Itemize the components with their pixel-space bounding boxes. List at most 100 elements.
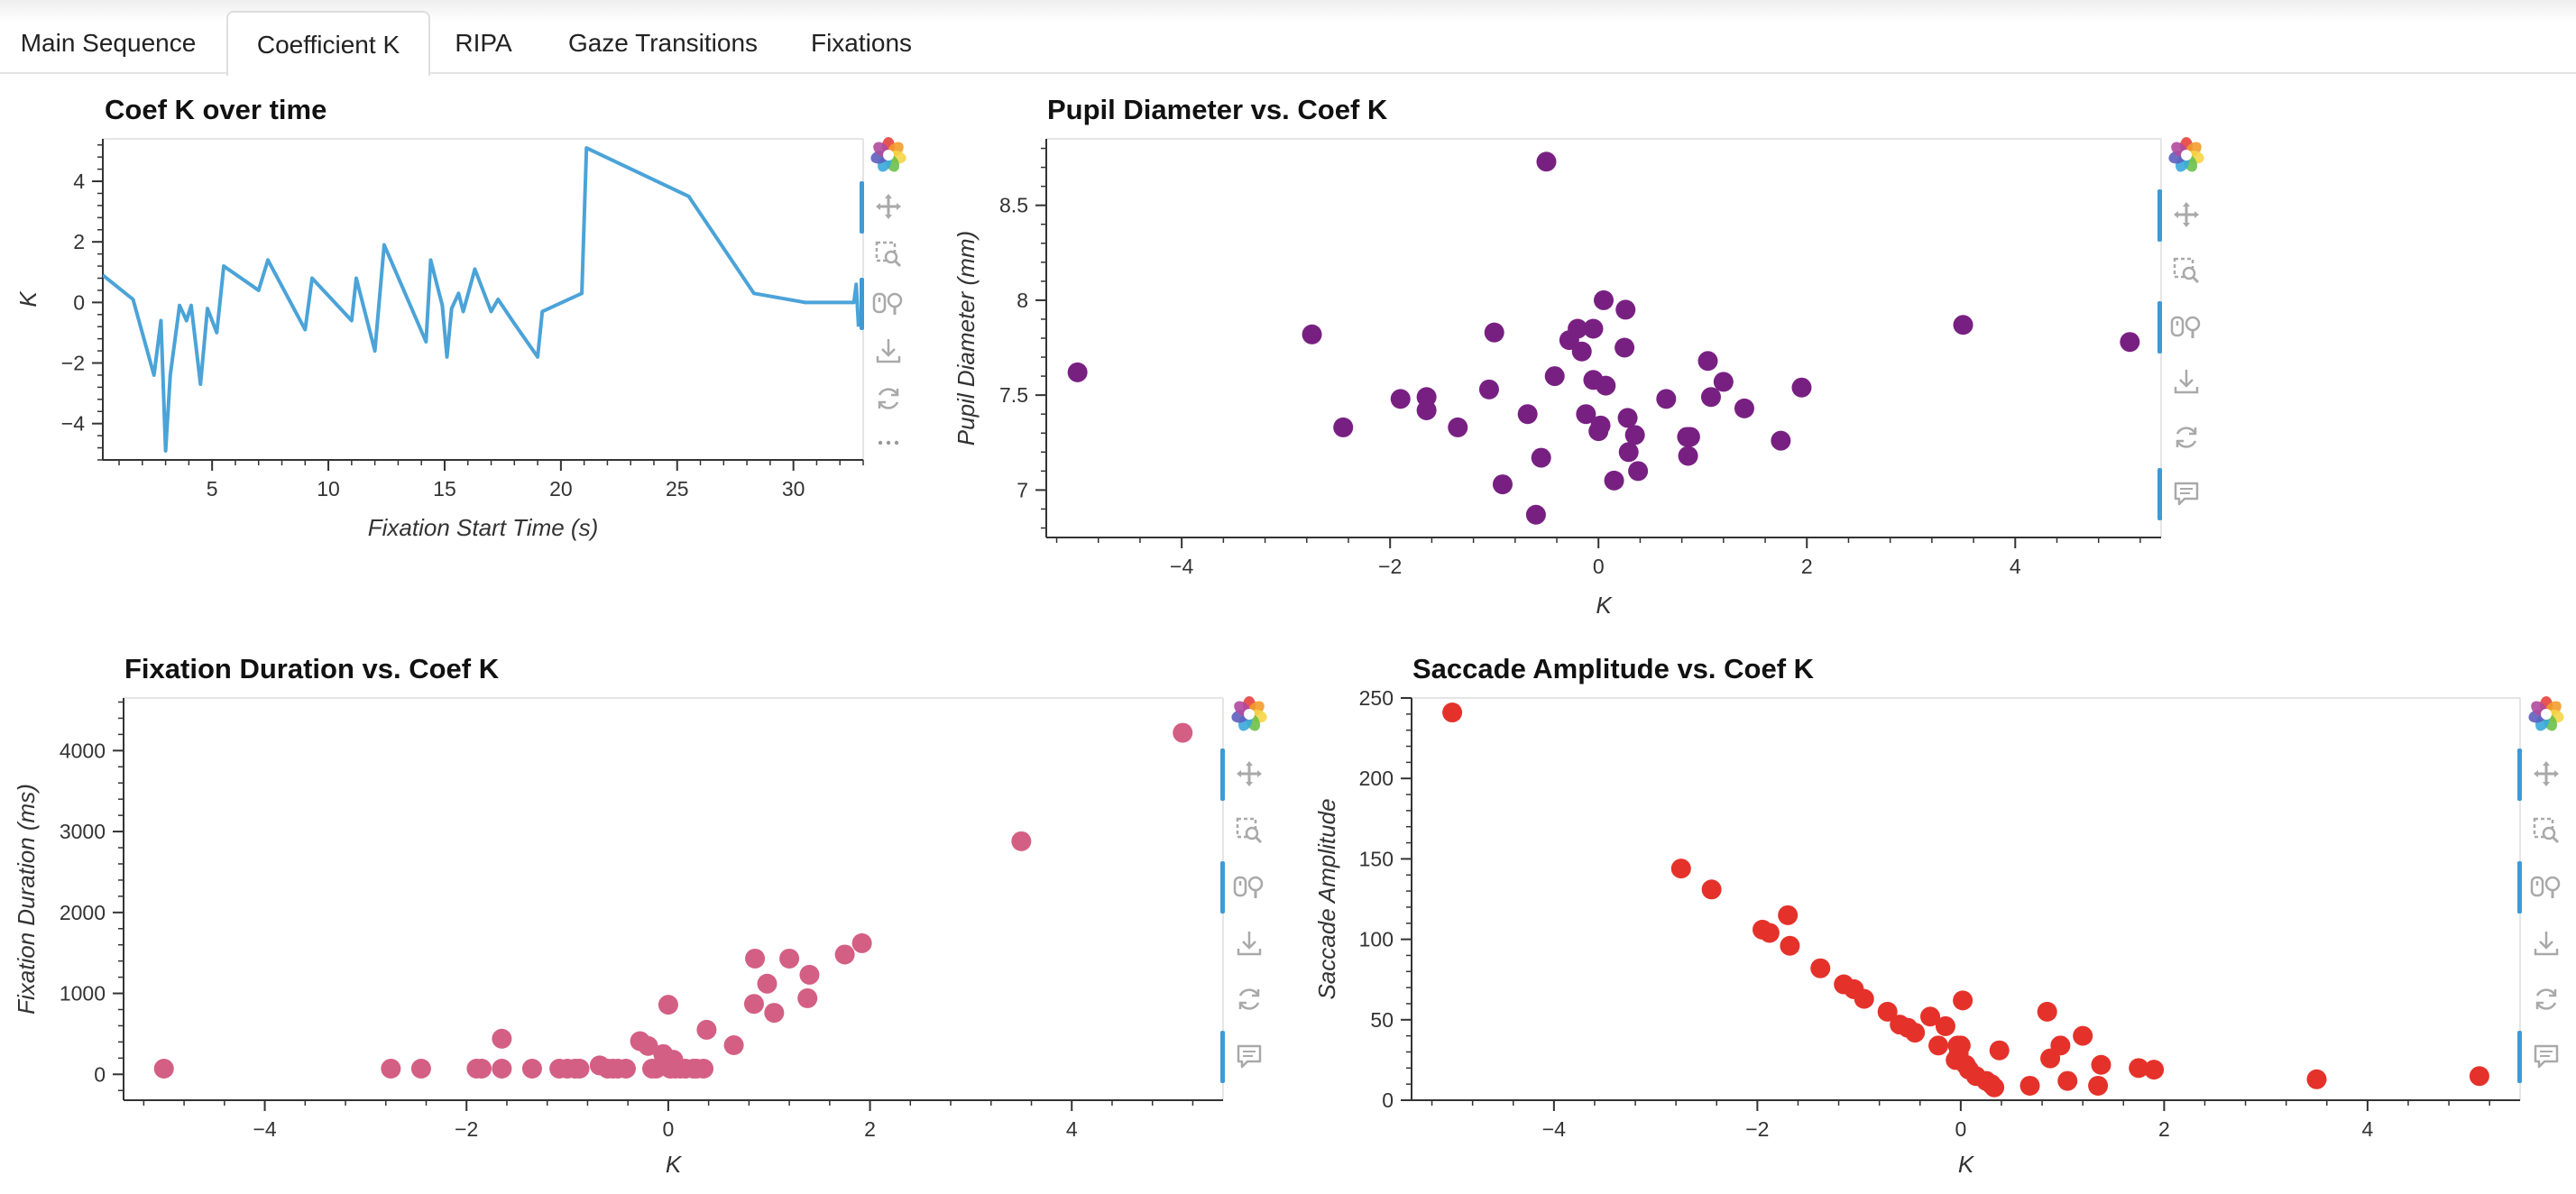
data-point xyxy=(2144,1060,2165,1080)
bokeh-logo-tool[interactable] xyxy=(2524,694,2569,734)
data-point xyxy=(492,1028,512,1049)
bokeh-logo-tool[interactable] xyxy=(2164,135,2209,175)
save-tool[interactable] xyxy=(2164,362,2209,401)
pan-tool[interactable] xyxy=(2517,749,2569,802)
save-icon xyxy=(1237,931,1262,956)
reset-tool[interactable] xyxy=(2164,418,2209,457)
chart-title: Coef K over time xyxy=(105,94,327,125)
save-tool[interactable] xyxy=(2524,923,2569,963)
data-point xyxy=(1791,377,1812,398)
data-point xyxy=(1333,417,1354,437)
y-tick-label: 0 xyxy=(73,290,85,314)
reset-tool[interactable] xyxy=(1227,979,1272,1019)
data-point xyxy=(743,994,764,1015)
data-point xyxy=(1905,1023,1926,1043)
save-icon xyxy=(2534,931,2559,956)
data-point xyxy=(1678,445,1698,466)
data-point xyxy=(1697,351,1718,372)
box-zoom-tool[interactable] xyxy=(866,234,911,274)
reset-icon xyxy=(1238,988,1260,1010)
y-axis-label: Fixation Duration (ms) xyxy=(13,784,40,1015)
pan-tool[interactable] xyxy=(2157,188,2209,242)
bokeh-logo-tool[interactable] xyxy=(1227,694,1272,734)
data-point xyxy=(1615,337,1635,358)
data-point xyxy=(696,1019,717,1040)
data-point xyxy=(1854,988,1874,1009)
data-point xyxy=(1604,470,1624,491)
reset-tool[interactable] xyxy=(866,379,911,418)
save-tool[interactable] xyxy=(1227,923,1272,963)
hover-icon xyxy=(1237,1044,1262,1069)
hover-tool[interactable] xyxy=(2517,1030,2569,1083)
tab-bar: Main Sequence Coefficient K RIPA Gaze Tr… xyxy=(0,11,2576,76)
data-point xyxy=(2091,1054,2111,1075)
tab-gaze-transitions[interactable]: Gaze Transitions xyxy=(567,29,759,57)
x-tick-label: 2 xyxy=(864,1117,876,1141)
data-point xyxy=(1571,341,1592,362)
data-point xyxy=(1615,299,1636,320)
reset-tool[interactable] xyxy=(2524,979,2569,1019)
tab-ripa[interactable]: RIPA xyxy=(455,29,512,57)
x-tick-label: 30 xyxy=(782,477,805,501)
data-point xyxy=(779,948,800,969)
box-zoom-tool[interactable] xyxy=(1227,811,1272,850)
x-tick-label: 10 xyxy=(317,477,340,501)
wheel-zoom-tool[interactable] xyxy=(860,277,911,330)
box-zoom-tool[interactable] xyxy=(2164,251,2209,290)
data-point xyxy=(1670,859,1691,879)
x-axis-label: Fixation Start Time (s) xyxy=(368,514,598,541)
save-tool[interactable] xyxy=(866,331,911,371)
tab-main-sequence[interactable]: Main Sequence xyxy=(20,29,197,57)
hover-tool[interactable] xyxy=(1220,1030,1272,1083)
data-point xyxy=(1701,879,1722,900)
data-point xyxy=(1173,722,1193,743)
y-axis-label: Saccade Amplitude xyxy=(1313,798,1340,999)
data-point xyxy=(1583,318,1604,339)
wheel-zoom-tool[interactable] xyxy=(2517,861,2569,914)
x-tick-label: 4 xyxy=(2361,1117,2373,1141)
pan-tool[interactable] xyxy=(1220,749,1272,802)
y-tick-label: 1000 xyxy=(60,982,106,1006)
box-zoom-icon xyxy=(875,242,902,268)
data-point xyxy=(1953,315,1973,335)
box-zoom-tool[interactable] xyxy=(2524,811,2569,850)
tab-fixations[interactable]: Fixations xyxy=(810,29,913,57)
hover-icon xyxy=(2534,1044,2559,1069)
data-point xyxy=(1877,1001,1898,1022)
wheel-zoom-tool[interactable] xyxy=(2157,300,2209,354)
data-point xyxy=(1390,389,1411,409)
wheel-zoom-tool[interactable] xyxy=(1220,861,1272,914)
x-axis-label: K xyxy=(1596,592,1613,619)
data-point xyxy=(1576,404,1596,425)
x-tick-label: 0 xyxy=(1955,1117,1966,1141)
tab-coefficient-k[interactable]: Coefficient K xyxy=(226,11,430,76)
data-point xyxy=(2469,1066,2489,1087)
data-point xyxy=(153,1059,174,1079)
y-tick-label: 150 xyxy=(1359,847,1394,870)
plot-toolbar xyxy=(860,137,911,463)
data-point xyxy=(1780,935,1800,956)
data-point xyxy=(1484,322,1504,343)
active-tool-indicator xyxy=(1220,861,1225,914)
pan-icon xyxy=(2174,201,2199,227)
more-tools-icon[interactable] xyxy=(866,423,911,463)
y-tick-label: 7.5 xyxy=(999,383,1028,407)
data-point xyxy=(2050,1035,2071,1056)
x-tick-label: 0 xyxy=(1593,555,1605,578)
hover-tool[interactable] xyxy=(2157,468,2209,521)
reset-icon xyxy=(2535,988,2557,1010)
data-point xyxy=(1989,1040,2010,1061)
active-tool-indicator xyxy=(2157,300,2162,354)
data-point xyxy=(1568,318,1588,339)
bokeh-logo-icon xyxy=(2528,696,2564,731)
data-point xyxy=(658,995,678,1015)
pan-tool[interactable] xyxy=(860,181,911,234)
data-point xyxy=(1442,703,1463,723)
bokeh-logo-tool[interactable] xyxy=(866,135,911,175)
x-tick-label: −2 xyxy=(1745,1117,1769,1141)
x-axis-label: K xyxy=(666,1151,683,1178)
x-tick-label: −2 xyxy=(455,1117,478,1141)
active-tool-indicator xyxy=(2157,188,2162,242)
